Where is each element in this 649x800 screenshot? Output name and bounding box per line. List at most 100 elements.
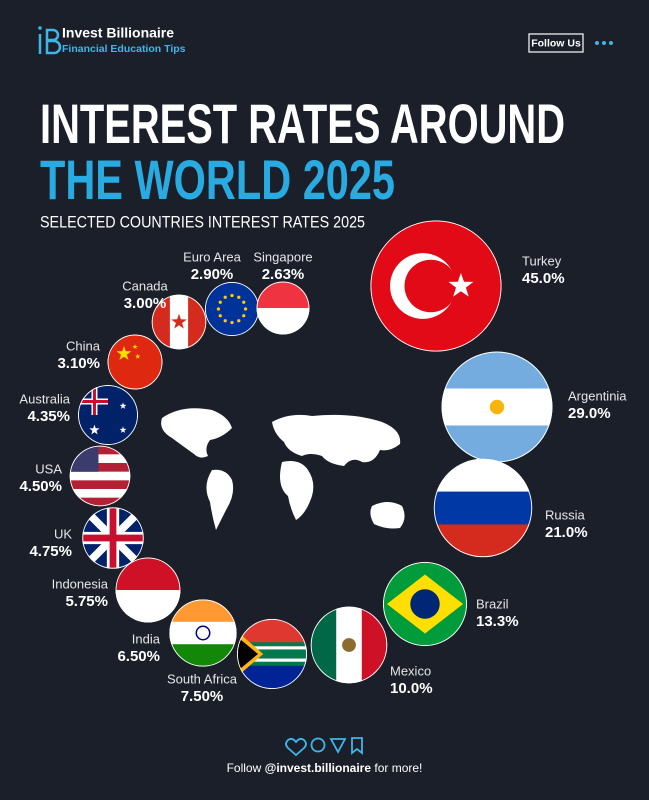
flag-star — [243, 307, 248, 311]
follow-button-label[interactable]: Follow Us — [531, 37, 581, 49]
rate-label: 45.0% — [522, 270, 565, 287]
flag-bubble — [204, 281, 260, 337]
flag-band — [236, 649, 308, 659]
rate-label: 3.00% — [124, 295, 167, 312]
flag-stripe — [433, 491, 533, 525]
flag-star — [242, 314, 246, 318]
flag-globe — [410, 589, 440, 619]
country-name: India — [132, 631, 161, 646]
flag-crescent-cut — [404, 259, 458, 313]
flag-chakra — [195, 625, 211, 641]
rate-label: 6.50% — [117, 648, 160, 665]
bubble-outline — [82, 507, 144, 569]
flag-bubble — [115, 557, 181, 623]
flag-star — [237, 295, 241, 299]
flag-stripe — [236, 665, 308, 690]
flag-bubble — [433, 458, 533, 558]
bubble-outline — [382, 561, 468, 647]
flag-bubble — [382, 561, 468, 647]
footer-handle[interactable]: @invest.billionaire — [265, 761, 372, 775]
flag-bubble — [107, 334, 163, 390]
flag-stripe — [69, 445, 131, 455]
flag-star — [223, 319, 227, 323]
flag-stripe — [69, 471, 131, 481]
bubble-outline — [236, 618, 308, 690]
more-menu[interactable] — [595, 41, 613, 45]
flag-stripe — [169, 599, 237, 623]
rate-label: 29.0% — [568, 405, 611, 422]
flag-star — [119, 402, 127, 409]
rate-label: 5.75% — [65, 593, 108, 610]
bubble-outline — [169, 599, 237, 667]
flag-sun — [489, 399, 505, 415]
country-name: Singapore — [253, 249, 312, 264]
flag-cross — [77, 384, 108, 415]
rate-label: 7.50% — [181, 688, 224, 705]
footer-suffix: for more! — [374, 761, 422, 775]
flag-bubble — [236, 618, 308, 690]
flag-stripe — [169, 621, 237, 645]
flag-star — [223, 295, 227, 299]
country-name: South Africa — [167, 671, 238, 686]
flag-star — [216, 307, 221, 311]
flag-star — [171, 313, 187, 329]
bubble-outline — [256, 281, 310, 335]
bubble-outline — [115, 557, 181, 623]
flag-star — [242, 300, 246, 304]
flag-star — [218, 314, 222, 318]
footer: Follow @invest.billionaire for more! — [227, 761, 423, 775]
flag-star — [230, 320, 234, 325]
flag-cross — [82, 507, 144, 569]
logo — [38, 26, 62, 55]
bubble — [204, 281, 260, 337]
flag-stripe — [69, 480, 131, 490]
flag-bubble — [441, 351, 553, 463]
flag-bubble — [310, 606, 388, 684]
rate-label: 3.10% — [57, 355, 100, 372]
country-name: USA — [35, 461, 62, 476]
flag-star — [132, 344, 138, 350]
bubble — [107, 334, 163, 390]
rate-label: 4.35% — [27, 408, 70, 425]
flag-star — [230, 293, 234, 298]
flag-stripe — [69, 497, 131, 507]
footer-icons[interactable] — [285, 737, 363, 757]
flag-bubble — [169, 599, 237, 667]
follow-button[interactable] — [528, 33, 584, 53]
rate-label: 13.3% — [476, 613, 519, 630]
bubble-outline — [151, 294, 207, 350]
flag-star — [116, 346, 132, 360]
flag-stripe — [69, 454, 131, 464]
flag-star — [218, 300, 222, 304]
flag-star — [237, 319, 241, 323]
bubble-outline — [310, 606, 388, 684]
country-name: UK — [54, 526, 72, 541]
rate-label: 2.63% — [262, 266, 305, 283]
country-name: Argentinia — [568, 388, 627, 403]
flag-bubble — [82, 507, 144, 569]
country-name: Russia — [545, 507, 586, 522]
flag-bubble — [69, 445, 131, 507]
tagline: Financial Education Tips — [62, 43, 186, 55]
flag-bubble — [370, 220, 502, 352]
rate-label: 2.90% — [191, 266, 234, 283]
flag-triangle — [236, 636, 258, 672]
title-highlight: THE WORLD 2025 — [40, 148, 395, 211]
bubble-outline — [77, 384, 139, 446]
flag-stripe — [69, 489, 131, 499]
country-name: Euro Area — [183, 249, 242, 264]
rate-label: 21.0% — [545, 524, 588, 541]
subtitle: SELECTED COUNTRIES INTEREST RATES 2025 — [40, 212, 365, 231]
footer-prefix: Follow — [227, 761, 262, 775]
flag-stripe — [169, 644, 237, 667]
bubble-outline — [433, 458, 533, 558]
country-name: Indonesia — [52, 576, 109, 591]
world-map — [161, 408, 405, 530]
flag-bubble — [151, 294, 207, 350]
rate-label: 10.0% — [390, 680, 433, 697]
rate-label: 4.50% — [19, 478, 62, 495]
country-name: Australia — [19, 391, 70, 406]
country-name: China — [66, 338, 101, 353]
flag-stripe — [69, 462, 131, 473]
